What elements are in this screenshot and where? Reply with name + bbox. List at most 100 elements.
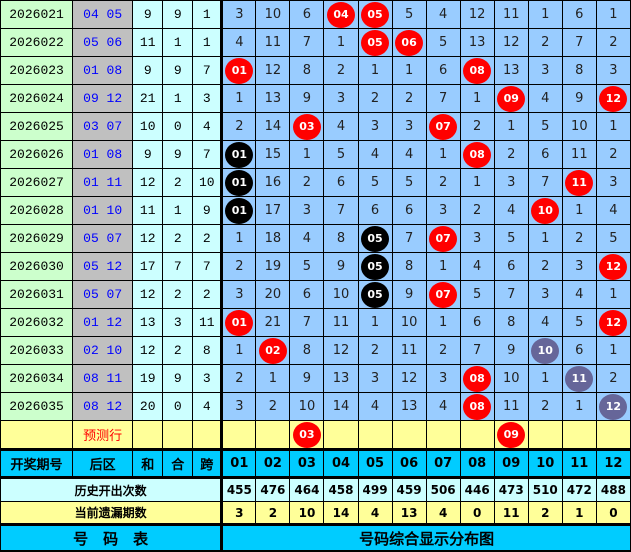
distribution-cell: 05 [357,252,393,281]
header-number: 11 [561,448,597,478]
distribution-cell: 4 [459,252,495,281]
header-number: 02 [255,448,291,478]
prediction-cell [220,420,257,450]
distribution-cell: 13 [323,364,359,393]
distribution-cell: 1 [391,56,427,85]
he-cell: 7 [162,252,194,281]
period-cell: 2026035 [0,392,74,421]
distribution-cell: 3 [561,252,597,281]
distribution-cell: 18 [255,224,291,253]
number-ball: 03 [292,421,321,448]
number-ball: 05 [361,253,390,280]
distribution-cell: 1 [459,84,495,113]
distribution-cell: 07 [425,280,461,309]
number-ball: 09 [497,85,526,112]
distribution-cell: 10 [561,112,597,141]
distribution-cell: 1 [255,364,291,393]
omission-value: 4 [357,501,393,525]
back-zone-cell: 01 08 [72,56,134,85]
distribution-cell: 1 [425,140,461,169]
distribution-cell: 6 [289,280,325,309]
distribution-cell: 10 [391,308,427,337]
empty-cell [192,420,223,450]
number-ball: 02 [258,337,287,364]
distribution-cell: 2 [493,140,529,169]
distribution-cell: 3 [595,56,631,85]
history-value: 510 [527,476,563,502]
distribution-cell: 4 [357,140,393,169]
back-zone-cell: 01 10 [72,196,134,225]
distribution-cell: 2 [220,112,257,141]
kua-cell: 8 [192,336,223,365]
distribution-cell: 1 [493,112,529,141]
distribution-cell: 4 [323,112,359,141]
back-zone-cell: 08 12 [72,392,134,421]
table-row: 2026035 08 12 20 0 4 3 2 10 14 4 13 4 08 11 2 1 12 [0,392,631,421]
header-number: 09 [493,448,529,478]
distribution-cell: 4 [527,84,563,113]
back-zone-cell: 05 07 [72,224,134,253]
he-cell: 9 [162,56,194,85]
history-value: 446 [459,476,495,502]
distribution-cell: 7 [323,196,359,225]
distribution-cell: 14 [255,112,291,141]
number-ball: 05 [361,29,390,56]
number-ball: 08 [463,141,492,168]
distribution-cell: 9 [493,336,529,365]
number-ball: 01 [225,141,254,168]
header-number: 03 [289,448,325,478]
history-value: 506 [425,476,461,502]
distribution-cell: 12 [595,392,631,421]
distribution-cell: 2 [459,196,495,225]
distribution-cell: 2 [561,224,597,253]
distribution-cell: 3 [527,56,563,85]
sum-cell: 11 [132,196,164,225]
distribution-cell: 4 [493,196,529,225]
prediction-cell [595,420,631,450]
kua-cell: 7 [192,252,223,281]
kua-cell: 9 [192,196,223,225]
distribution-cell: 8 [289,336,325,365]
distribution-cell: 1 [289,140,325,169]
period-cell: 2026025 [0,112,74,141]
number-ball: 01 [225,57,254,84]
footer-distribution-label: 号码综合显示分布图 [220,523,631,552]
distribution-cell: 05 [357,0,393,29]
sum-cell: 12 [132,168,164,197]
omission-value: 10 [289,501,325,525]
table-row: 2026026 01 08 9 9 7 01 15 1 5 4 4 1 08 2 6 11 2 [0,140,631,169]
he-cell: 2 [162,168,194,197]
distribution-cell: 07 [425,112,461,141]
distribution-cell: 2 [527,252,563,281]
he-cell: 2 [162,336,194,365]
distribution-cell: 12 [595,84,631,113]
table-row: 2026025 03 07 10 0 4 2 14 03 4 3 3 07 2 1 5 10 1 [0,112,631,141]
history-value: 473 [493,476,529,502]
distribution-cell: 7 [459,336,495,365]
omission-label: 当前遗漏期数 [0,501,223,525]
distribution-cell: 12 [595,308,631,337]
sum-cell: 9 [132,56,164,85]
prediction-cell [527,420,563,450]
kua-cell: 4 [192,392,223,421]
distribution-cell: 3 [220,392,257,421]
sum-cell: 12 [132,336,164,365]
distribution-cell: 2 [527,28,563,57]
distribution-cell: 12 [391,364,427,393]
distribution-cell: 06 [391,28,427,57]
distribution-cell: 09 [493,84,529,113]
back-zone-cell: 05 06 [72,28,134,57]
prediction-cell [561,420,597,450]
kua-cell: 1 [192,0,223,29]
number-ball: 11 [565,169,594,196]
distribution-cell: 4 [527,308,563,337]
table-row: 2026030 05 12 17 7 7 2 19 5 9 05 8 1 4 6 2 3 12 [0,252,631,281]
distribution-cell: 14 [323,392,359,421]
table-row: 2026027 01 11 12 2 10 01 16 2 6 5 5 2 1 3 7 11 3 [0,168,631,197]
history-value: 459 [391,476,427,502]
distribution-cell: 1 [561,392,597,421]
distribution-cell: 08 [459,140,495,169]
he-cell: 1 [162,84,194,113]
distribution-cell: 5 [527,112,563,141]
